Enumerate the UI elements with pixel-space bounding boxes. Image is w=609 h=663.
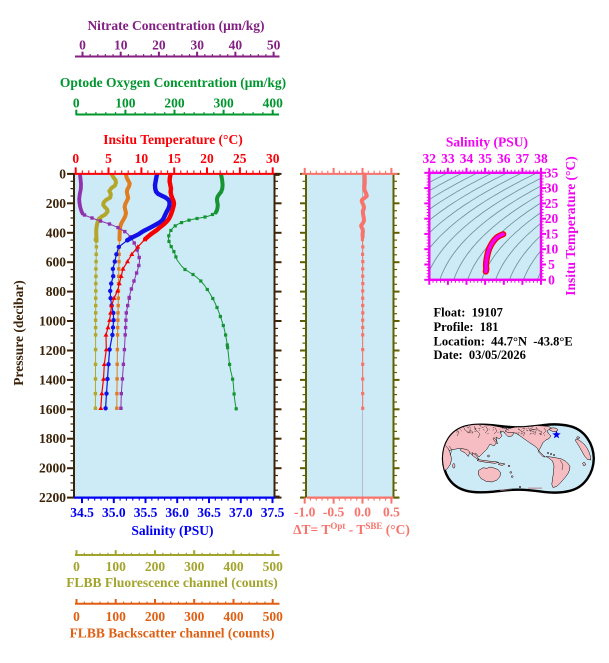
svg-text:-1.0: -1.0 xyxy=(294,505,316,520)
svg-text:34: 34 xyxy=(460,151,474,166)
svg-text:32: 32 xyxy=(423,151,437,166)
svg-text:FLBB Backscatter channel (coun: FLBB Backscatter channel (counts) xyxy=(70,625,275,640)
svg-text:34.5: 34.5 xyxy=(70,505,94,520)
svg-text:30: 30 xyxy=(545,181,559,196)
svg-text:10: 10 xyxy=(135,151,149,166)
svg-text:0: 0 xyxy=(73,609,80,624)
svg-text:40: 40 xyxy=(229,38,243,53)
svg-text:20: 20 xyxy=(200,151,214,166)
svg-text:Optode Oxygen Concentration (μ: Optode Oxygen Concentration (μm/kg) xyxy=(60,75,286,90)
svg-text:400: 400 xyxy=(223,609,244,624)
svg-text:100: 100 xyxy=(106,559,127,574)
svg-text:10: 10 xyxy=(545,242,559,257)
svg-text:1800: 1800 xyxy=(39,431,66,446)
svg-text:0.0: 0.0 xyxy=(354,505,371,520)
svg-text:Insitu Temperature (°C): Insitu Temperature (°C) xyxy=(563,156,578,295)
svg-text:Pressure (decibar): Pressure (decibar) xyxy=(11,280,26,386)
svg-text:Profile: 181: Profile: 181 xyxy=(434,320,499,334)
svg-text:30: 30 xyxy=(266,151,280,166)
svg-text:15: 15 xyxy=(167,151,181,166)
svg-text:0: 0 xyxy=(73,559,80,574)
svg-text:600: 600 xyxy=(46,255,67,270)
svg-text:Insitu Temperature (°C): Insitu Temperature (°C) xyxy=(103,132,242,147)
svg-text:37: 37 xyxy=(516,151,530,166)
svg-text:500: 500 xyxy=(263,559,284,574)
svg-text:400: 400 xyxy=(46,225,67,240)
svg-text:2000: 2000 xyxy=(39,461,66,476)
svg-text:35.0: 35.0 xyxy=(102,505,126,520)
svg-text:FLBB Fluorescence channel (cou: FLBB Fluorescence channel (counts) xyxy=(66,575,278,590)
svg-text:20: 20 xyxy=(152,38,166,53)
svg-text:Float: 19107: Float: 19107 xyxy=(434,306,503,320)
svg-text:100: 100 xyxy=(115,96,136,111)
svg-text:400: 400 xyxy=(223,559,244,574)
svg-text:0: 0 xyxy=(72,151,79,166)
svg-text:33: 33 xyxy=(441,151,455,166)
svg-text:2200: 2200 xyxy=(39,490,66,505)
svg-text:35: 35 xyxy=(478,151,492,166)
svg-text:0: 0 xyxy=(79,38,86,53)
svg-text:37.0: 37.0 xyxy=(229,505,253,520)
svg-text:10: 10 xyxy=(114,38,128,53)
svg-text:25: 25 xyxy=(545,196,559,211)
svg-text:-0.5: -0.5 xyxy=(323,505,345,520)
svg-text:Nitrate Concentration (μm/kg): Nitrate Concentration (μm/kg) xyxy=(87,18,264,33)
svg-text:0.5: 0.5 xyxy=(383,505,400,520)
svg-text:800: 800 xyxy=(46,284,67,299)
svg-text:36.5: 36.5 xyxy=(197,505,221,520)
svg-text:35: 35 xyxy=(545,165,559,180)
svg-text:38: 38 xyxy=(534,151,548,166)
svg-text:Date: 03/05/2026: Date: 03/05/2026 xyxy=(434,348,526,362)
svg-text:15: 15 xyxy=(545,226,559,241)
svg-text:30: 30 xyxy=(190,38,204,53)
svg-text:200: 200 xyxy=(46,196,67,211)
svg-text:1000: 1000 xyxy=(39,314,66,329)
svg-text:0: 0 xyxy=(59,166,66,181)
svg-text:0: 0 xyxy=(73,96,80,111)
svg-text:20: 20 xyxy=(545,211,559,226)
svg-text:ΔT= TOpt - TSBE (°C): ΔT= TOpt - TSBE (°C) xyxy=(293,521,410,537)
svg-text:300: 300 xyxy=(184,609,205,624)
svg-text:36.0: 36.0 xyxy=(165,505,189,520)
svg-text:25: 25 xyxy=(233,151,247,166)
svg-text:300: 300 xyxy=(213,96,234,111)
svg-text:400: 400 xyxy=(263,96,284,111)
svg-text:200: 200 xyxy=(145,609,166,624)
svg-text:1200: 1200 xyxy=(39,343,66,358)
svg-text:36: 36 xyxy=(497,151,511,166)
svg-text:0: 0 xyxy=(548,272,555,287)
svg-text:Salinity (PSU): Salinity (PSU) xyxy=(446,135,528,150)
svg-text:200: 200 xyxy=(145,559,166,574)
svg-text:35.5: 35.5 xyxy=(134,505,158,520)
svg-text:Salinity (PSU): Salinity (PSU) xyxy=(131,523,213,538)
svg-text:100: 100 xyxy=(106,609,127,624)
svg-text:300: 300 xyxy=(184,559,205,574)
svg-text:5: 5 xyxy=(105,151,112,166)
svg-text:1600: 1600 xyxy=(39,402,66,417)
svg-text:50: 50 xyxy=(267,38,281,53)
svg-text:Location: 44.7°N -43.8°E: Location: 44.7°N -43.8°E xyxy=(434,334,573,348)
svg-text:200: 200 xyxy=(164,96,185,111)
svg-text:500: 500 xyxy=(263,609,284,624)
svg-text:5: 5 xyxy=(548,257,555,272)
svg-text:37.5: 37.5 xyxy=(261,505,285,520)
svg-text:1400: 1400 xyxy=(39,372,66,387)
